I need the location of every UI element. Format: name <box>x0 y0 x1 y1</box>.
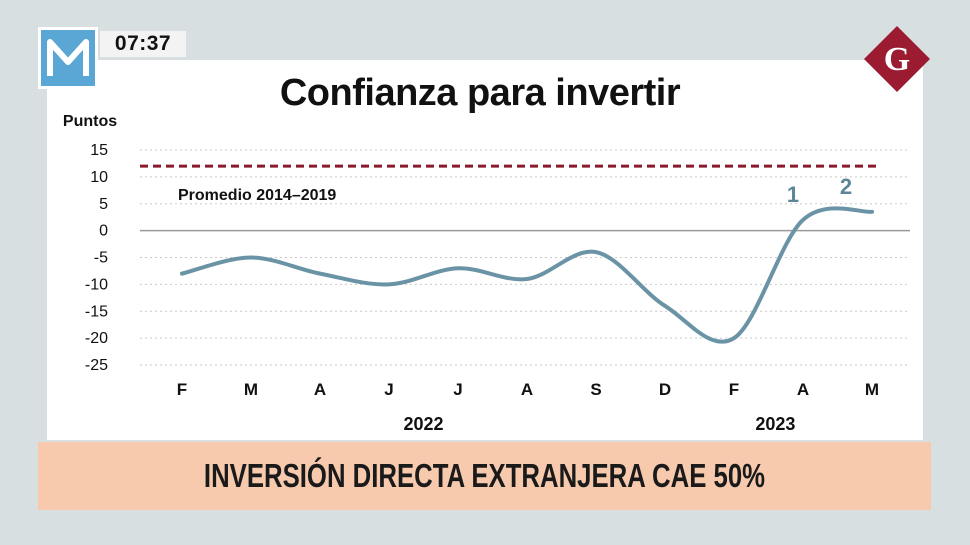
broadcast-clock: 07:37 <box>100 31 186 57</box>
year-labels: 2022 2023 <box>403 414 795 434</box>
y-tick-label: -25 <box>85 357 108 374</box>
network-logo-icon: G <box>864 26 930 92</box>
reference-line-group: Promedio 2014–2019 <box>140 164 880 204</box>
year-label: 2022 <box>403 414 443 434</box>
x-tick-label: D <box>659 380 671 399</box>
y-tick-label: -5 <box>94 250 108 267</box>
series-line <box>180 206 874 344</box>
y-axis-ticks: 15 10 5 0 -5 -10 -15 -20 -25 <box>85 142 108 374</box>
y-tick-label: -20 <box>85 330 108 347</box>
annotation-label: 2 <box>840 174 852 199</box>
y-tick-label: 5 <box>99 196 108 213</box>
channel-logo: M <box>38 27 98 89</box>
y-tick-label: 10 <box>90 169 108 186</box>
x-tick-label: A <box>314 380 326 399</box>
year-label: 2023 <box>755 414 795 434</box>
series-group <box>180 206 874 344</box>
m-logo-icon: M <box>47 39 89 76</box>
x-tick-label: A <box>521 380 533 399</box>
x-tick-label: J <box>453 380 462 399</box>
network-logo-diamond <box>864 26 930 92</box>
chart-card <box>47 60 923 440</box>
channel-logo-text: M <box>68 63 69 65</box>
y-tick-label: 0 <box>99 223 108 240</box>
chart-title: Confianza para invertir <box>279 72 681 114</box>
annotation-label: 1 <box>787 182 799 207</box>
x-tick-label: M <box>865 380 879 399</box>
x-tick-label: F <box>177 380 187 399</box>
y-axis-label: Puntos <box>63 113 117 130</box>
x-tick-label: F <box>729 380 739 399</box>
banner-headline: INVERSIÓN DIRECTA EXTRANJERA CAE 50% <box>203 457 766 494</box>
x-tick-label: J <box>384 380 393 399</box>
y-tick-label: -10 <box>85 276 108 293</box>
lower-third-banner: INVERSIÓN DIRECTA EXTRANJERA CAE 50% <box>38 442 931 510</box>
x-tick-label: S <box>590 380 601 399</box>
x-tick-label: A <box>797 380 809 399</box>
reference-line-label: Promedio 2014–2019 <box>178 187 336 204</box>
x-tick-label: M <box>244 380 258 399</box>
network-logo-letter: G <box>884 41 910 78</box>
y-tick-label: -15 <box>85 303 108 320</box>
y-tick-label: 15 <box>90 142 108 159</box>
